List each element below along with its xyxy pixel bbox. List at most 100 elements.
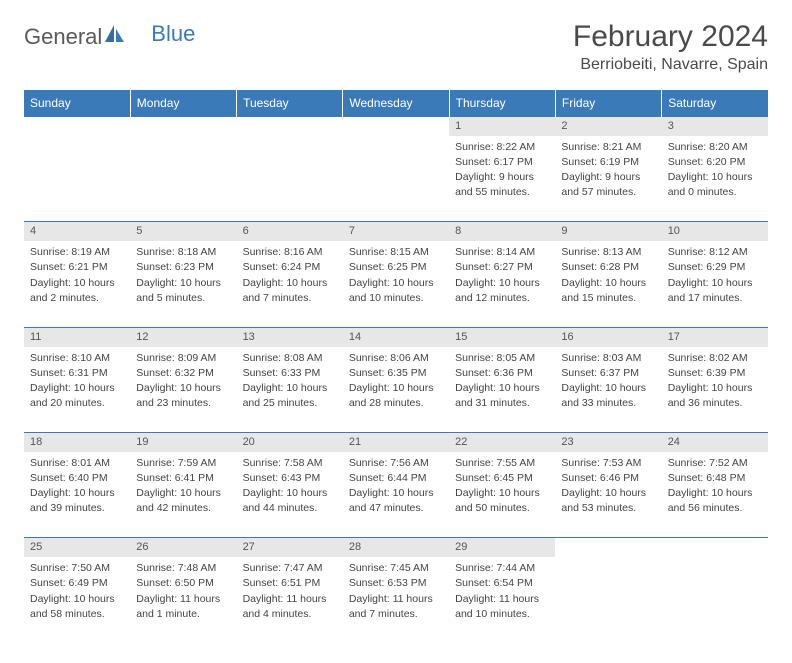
sunrise-text: Sunrise: 8:10 AM <box>30 351 124 365</box>
weekday-header: Friday <box>555 90 661 117</box>
daylight-text-1: Daylight: 10 hours <box>349 276 443 290</box>
day-number-cell: 17 <box>662 327 768 346</box>
day-number-cell: 1 <box>449 117 555 136</box>
day-detail-cell <box>662 557 768 643</box>
daylight-text-1: Daylight: 10 hours <box>30 486 124 500</box>
weekday-header: Monday <box>130 90 236 117</box>
daylight-text-1: Daylight: 9 hours <box>455 170 549 184</box>
daylight-text-1: Daylight: 10 hours <box>668 276 762 290</box>
daynum-row: 18192021222324 <box>24 433 768 452</box>
day-detail-cell: Sunrise: 8:16 AMSunset: 6:24 PMDaylight:… <box>237 241 343 327</box>
daylight-text-2: and 0 minutes. <box>668 185 762 199</box>
daylight-text-2: and 58 minutes. <box>30 607 124 621</box>
sunset-text: Sunset: 6:25 PM <box>349 260 443 274</box>
sunset-text: Sunset: 6:54 PM <box>455 576 549 590</box>
daylight-text-2: and 17 minutes. <box>668 291 762 305</box>
sunset-text: Sunset: 6:19 PM <box>561 155 655 169</box>
day-number-cell: 22 <box>449 433 555 452</box>
day-detail-cell: Sunrise: 8:20 AMSunset: 6:20 PMDaylight:… <box>662 136 768 222</box>
weekday-header: Wednesday <box>343 90 449 117</box>
sunrise-text: Sunrise: 8:22 AM <box>455 140 549 154</box>
sunset-text: Sunset: 6:49 PM <box>30 576 124 590</box>
day-detail-cell: Sunrise: 8:09 AMSunset: 6:32 PMDaylight:… <box>130 347 236 433</box>
daylight-text-1: Daylight: 10 hours <box>455 486 549 500</box>
sunrise-text: Sunrise: 8:15 AM <box>349 245 443 259</box>
sunrise-text: Sunrise: 7:55 AM <box>455 456 549 470</box>
daylight-text-1: Daylight: 10 hours <box>561 276 655 290</box>
sunrise-text: Sunrise: 8:01 AM <box>30 456 124 470</box>
daynum-row: 11121314151617 <box>24 327 768 346</box>
day-number-cell <box>343 117 449 136</box>
day-number-cell: 23 <box>555 433 661 452</box>
sunrise-text: Sunrise: 7:58 AM <box>243 456 337 470</box>
day-number-cell: 10 <box>662 222 768 241</box>
weekday-header: Thursday <box>449 90 555 117</box>
day-detail-cell: Sunrise: 7:45 AMSunset: 6:53 PMDaylight:… <box>343 557 449 643</box>
calendar-page: General Blue February 2024 Berriobeiti, … <box>0 0 792 663</box>
daynum-row: 123 <box>24 117 768 136</box>
day-number-cell: 19 <box>130 433 236 452</box>
logo: General Blue <box>24 20 195 50</box>
day-number-cell: 7 <box>343 222 449 241</box>
header-right: February 2024 Berriobeiti, Navarre, Spai… <box>573 20 768 74</box>
sunrise-text: Sunrise: 8:05 AM <box>455 351 549 365</box>
sunrise-text: Sunrise: 7:44 AM <box>455 561 549 575</box>
sunrise-text: Sunrise: 8:09 AM <box>136 351 230 365</box>
sunset-text: Sunset: 6:35 PM <box>349 366 443 380</box>
logo-sail-icon <box>105 25 125 48</box>
day-number-cell: 20 <box>237 433 343 452</box>
day-number-cell: 2 <box>555 117 661 136</box>
day-detail-cell: Sunrise: 8:21 AMSunset: 6:19 PMDaylight:… <box>555 136 661 222</box>
day-detail-cell: Sunrise: 8:02 AMSunset: 6:39 PMDaylight:… <box>662 347 768 433</box>
day-detail-cell <box>343 136 449 222</box>
daylight-text-1: Daylight: 10 hours <box>30 381 124 395</box>
sunset-text: Sunset: 6:41 PM <box>136 471 230 485</box>
daylight-text-1: Daylight: 11 hours <box>243 592 337 606</box>
day-detail-cell: Sunrise: 8:19 AMSunset: 6:21 PMDaylight:… <box>24 241 130 327</box>
daylight-text-1: Daylight: 11 hours <box>455 592 549 606</box>
daylight-text-2: and 25 minutes. <box>243 396 337 410</box>
detail-row: Sunrise: 7:50 AMSunset: 6:49 PMDaylight:… <box>24 557 768 643</box>
daylight-text-2: and 55 minutes. <box>455 185 549 199</box>
day-number-cell: 28 <box>343 538 449 557</box>
day-number-cell: 3 <box>662 117 768 136</box>
daylight-text-2: and 33 minutes. <box>561 396 655 410</box>
daylight-text-2: and 44 minutes. <box>243 501 337 515</box>
daylight-text-2: and 57 minutes. <box>561 185 655 199</box>
daylight-text-1: Daylight: 10 hours <box>243 381 337 395</box>
day-number-cell: 21 <box>343 433 449 452</box>
day-number-cell <box>662 538 768 557</box>
day-detail-cell: Sunrise: 8:10 AMSunset: 6:31 PMDaylight:… <box>24 347 130 433</box>
day-number-cell <box>130 117 236 136</box>
sunrise-text: Sunrise: 8:18 AM <box>136 245 230 259</box>
daylight-text-2: and 50 minutes. <box>455 501 549 515</box>
daylight-text-1: Daylight: 10 hours <box>349 486 443 500</box>
sunset-text: Sunset: 6:36 PM <box>455 366 549 380</box>
day-detail-cell: Sunrise: 7:44 AMSunset: 6:54 PM Daylight:… <box>449 557 555 643</box>
logo-text-1: General <box>24 24 102 50</box>
sunset-text: Sunset: 6:50 PM <box>136 576 230 590</box>
sunset-text: Sunset: 6:17 PM <box>455 155 549 169</box>
detail-row: Sunrise: 8:01 AMSunset: 6:40 PMDaylight:… <box>24 452 768 538</box>
daylight-text-2: and 2 minutes. <box>30 291 124 305</box>
daylight-text-2: and 56 minutes. <box>668 501 762 515</box>
daylight-text-2: and 7 minutes. <box>349 607 443 621</box>
sunset-text: Sunset: 6:53 PM <box>349 576 443 590</box>
daylight-text-1: Daylight: 10 hours <box>243 276 337 290</box>
day-number-cell <box>24 117 130 136</box>
daylight-text-1: Daylight: 10 hours <box>136 486 230 500</box>
sunrise-text: Sunrise: 7:53 AM <box>561 456 655 470</box>
sunrise-text: Sunrise: 8:16 AM <box>243 245 337 259</box>
day-number-cell: 13 <box>237 327 343 346</box>
day-detail-cell: Sunrise: 8:12 AMSunset: 6:29 PMDaylight:… <box>662 241 768 327</box>
weekday-header: Tuesday <box>237 90 343 117</box>
sunset-text: Sunset: 6:48 PM <box>668 471 762 485</box>
day-detail-cell: Sunrise: 7:48 AMSunset: 6:50 PMDaylight:… <box>130 557 236 643</box>
day-detail-cell: Sunrise: 8:01 AMSunset: 6:40 PMDaylight:… <box>24 452 130 538</box>
detail-row: Sunrise: 8:10 AMSunset: 6:31 PMDaylight:… <box>24 347 768 433</box>
day-detail-cell: Sunrise: 7:59 AMSunset: 6:41 PMDaylight:… <box>130 452 236 538</box>
sunrise-text: Sunrise: 8:13 AM <box>561 245 655 259</box>
daylight-text-2: and 42 minutes. <box>136 501 230 515</box>
day-number-cell: 24 <box>662 433 768 452</box>
daynum-row: 2526272829 <box>24 538 768 557</box>
